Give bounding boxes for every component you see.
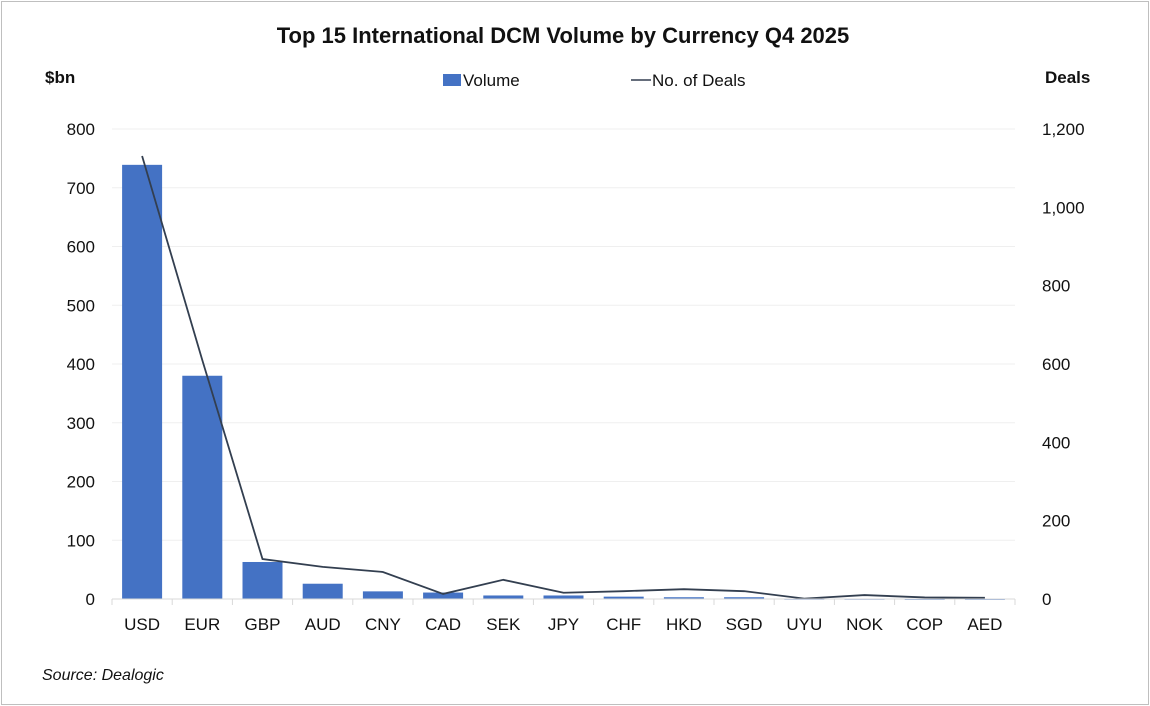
bar-aud: [302, 583, 343, 599]
category-label: CHF: [606, 615, 641, 634]
category-label: GBP: [245, 615, 281, 634]
bar-gbp: [242, 561, 283, 599]
bar-sgd: [724, 597, 765, 599]
left-tick-label: 500: [67, 296, 95, 315]
right-axis-label: Deals: [1045, 68, 1090, 87]
left-axis-label: $bn: [45, 68, 75, 87]
right-tick-label: 400: [1042, 433, 1070, 452]
left-tick-label: 700: [67, 179, 95, 198]
category-label: EUR: [184, 615, 220, 634]
legend-volume-swatch: [443, 74, 461, 86]
category-label: SEK: [486, 615, 521, 634]
legend-deals-label: No. of Deals: [652, 71, 746, 90]
source-note: Source: Dealogic: [42, 667, 164, 684]
category-label: NOK: [846, 615, 884, 634]
bar-jpy: [543, 595, 584, 599]
category-label: CNY: [365, 615, 401, 634]
deals-line: [141, 155, 985, 600]
left-tick-label: 400: [67, 355, 95, 374]
bar-chf: [603, 596, 644, 599]
category-label: AED: [967, 615, 1002, 634]
right-tick-label: 800: [1042, 277, 1070, 296]
bar-hkd: [663, 597, 704, 599]
category-label: COP: [906, 615, 943, 634]
right-tick-label: 1,000: [1042, 198, 1085, 217]
category-label: AUD: [305, 615, 341, 634]
bar-usd: [122, 164, 163, 599]
bar-cad: [423, 592, 464, 599]
bar-cny: [362, 591, 403, 599]
category-label: HKD: [666, 615, 702, 634]
left-tick-label: 600: [67, 238, 95, 257]
legend-volume-label: Volume: [463, 71, 520, 90]
left-tick-label: 100: [67, 531, 95, 550]
category-label: CAD: [425, 615, 461, 634]
left-tick-label: 800: [67, 120, 95, 139]
right-tick-label: 0: [1042, 590, 1051, 609]
right-tick-label: 200: [1042, 512, 1070, 531]
category-label: SGD: [726, 615, 763, 634]
left-tick-label: 300: [67, 414, 95, 433]
left-tick-label: 0: [86, 590, 95, 609]
bar-eur: [182, 375, 223, 599]
left-tick-label: 200: [67, 473, 95, 492]
category-label: JPY: [548, 615, 579, 634]
right-tick-label: 1,200: [1042, 120, 1085, 139]
category-label: USD: [124, 615, 160, 634]
chart-title: Top 15 International DCM Volume by Curre…: [277, 23, 850, 48]
bar-sek: [483, 595, 524, 599]
category-label: UYU: [786, 615, 822, 634]
right-tick-label: 600: [1042, 355, 1070, 374]
